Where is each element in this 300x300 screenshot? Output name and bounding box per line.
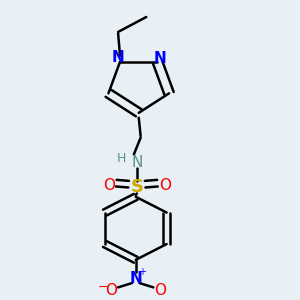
Text: O: O [159, 178, 171, 193]
Text: O: O [154, 283, 166, 298]
Text: O: O [105, 283, 117, 298]
Text: O: O [103, 178, 115, 193]
Text: +: + [139, 267, 146, 277]
Text: H: H [117, 152, 127, 165]
Text: N: N [131, 155, 142, 170]
Text: S: S [130, 178, 143, 196]
Text: N: N [112, 50, 124, 65]
Text: N: N [154, 51, 167, 66]
Text: −: − [98, 281, 108, 294]
Text: N: N [129, 271, 142, 286]
